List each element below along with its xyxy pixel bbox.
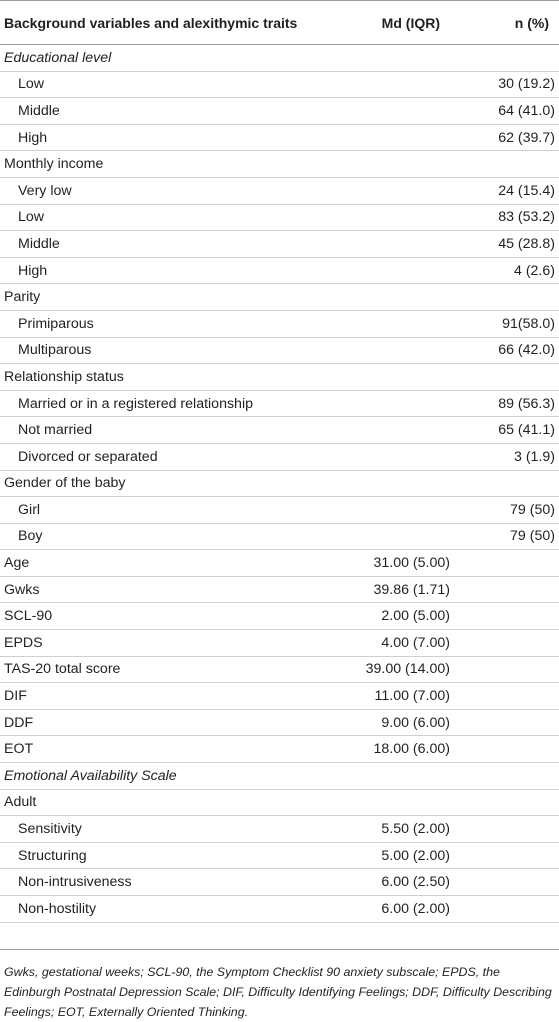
row-label: Primiparous	[18, 315, 94, 332]
table-row: DDF 9.00 (6.00)	[0, 710, 559, 737]
table-row: Non-intrusiveness 6.00 (2.50)	[0, 869, 559, 896]
row-label: DDF	[4, 714, 34, 731]
row-md-iqr: 6.00 (2.00)	[381, 900, 450, 917]
header-n-percent: n (%)	[514, 14, 549, 31]
table-row: Low 83 (53.2)	[0, 205, 559, 232]
table-header: Background variables and alexithymic tra…	[0, 0, 559, 45]
header-variables: Background variables and alexithymic tra…	[4, 14, 298, 31]
row-n-percent: 65 (41.1)	[498, 422, 555, 439]
table-row: Boy 79 (50)	[0, 524, 559, 551]
row-label: Parity	[4, 289, 41, 306]
row-label: Very low	[18, 182, 72, 199]
table-row: Emotional Availability Scale	[0, 763, 559, 790]
table-row: Primiparous 91(58.0)	[0, 311, 559, 338]
table-row: Middle 45 (28.8)	[0, 231, 559, 258]
row-label: Girl	[18, 501, 41, 518]
table-row: Parity	[0, 284, 559, 311]
row-n-percent: 83 (53.2)	[498, 209, 555, 226]
table-row: Relationship status	[0, 364, 559, 391]
row-label: Educational level	[4, 49, 112, 66]
table-row: Low 30 (19.2)	[0, 72, 559, 99]
table-row: Monthly income	[0, 151, 559, 178]
table-row: High 62 (39.7)	[0, 125, 559, 152]
row-md-iqr: 2.00 (5.00)	[381, 608, 450, 625]
row-n-percent: 89 (56.3)	[498, 395, 555, 412]
row-n-percent: 3 (1.9)	[513, 448, 555, 465]
table-row: Sensitivity 5.50 (2.00)	[0, 816, 559, 843]
row-label: Low	[18, 76, 45, 93]
row-label: Multiparous	[18, 342, 92, 359]
table-row: Girl 79 (50)	[0, 497, 559, 524]
row-n-percent: 79 (50)	[510, 501, 555, 518]
table-row: TAS-20 total score 39.00 (14.00)	[0, 657, 559, 684]
table-row: Educational level	[0, 45, 559, 72]
row-n-percent: 24 (15.4)	[498, 182, 555, 199]
table-footnote: Gwks, gestational weeks; SCL-90, the Sym…	[0, 948, 559, 1022]
table-body: Educational level Low 30 (19.2) Middle 64 (4…	[0, 45, 559, 923]
row-label: Low	[18, 209, 45, 226]
table-row: EPDS 4.00 (7.00)	[0, 630, 559, 657]
table-row: SCL-90 2.00 (5.00)	[0, 603, 559, 631]
table-row: Not married 65 (41.1)	[0, 417, 559, 444]
row-label: High	[18, 262, 48, 279]
row-md-iqr: 4.00 (7.00)	[381, 634, 450, 651]
table-row: Divorced or separated 3 (1.9)	[0, 444, 559, 471]
row-label: DIF	[4, 688, 27, 705]
row-md-iqr: 6.00 (2.50)	[381, 874, 450, 891]
table-row: Age 31.00 (5.00)	[0, 550, 559, 577]
row-label: Non-hostility	[18, 900, 97, 917]
row-label: SCL-90	[4, 608, 53, 625]
table-row: Multiparous 66 (42.0)	[0, 338, 559, 365]
row-md-iqr: 9.00 (6.00)	[381, 714, 450, 731]
row-label: Adult	[4, 794, 37, 811]
table-row: Middle 64 (41.0)	[0, 98, 559, 125]
table-row: Non-hostility 6.00 (2.00)	[0, 896, 559, 923]
row-md-iqr: 39.86 (1.71)	[373, 581, 450, 598]
table-row: Gender of the baby	[0, 471, 559, 498]
row-label: Age	[4, 555, 30, 572]
table-row: High 4 (2.6)	[0, 258, 559, 285]
row-label: Boy	[18, 528, 43, 545]
row-md-iqr: 39.00 (14.00)	[365, 661, 450, 678]
row-n-percent: 91(58.0)	[502, 315, 555, 332]
row-n-percent: 30 (19.2)	[498, 76, 555, 93]
row-md-iqr: 31.00 (5.00)	[373, 555, 450, 572]
header-md-iqr: Md (IQR)	[381, 14, 440, 31]
table-row: Married or in a registered relationship 8…	[0, 391, 559, 418]
row-label: Emotional Availability Scale	[4, 767, 177, 784]
row-label: Monthly income	[4, 156, 104, 173]
row-label: TAS-20 total score	[4, 661, 121, 678]
table-row: Very low 24 (15.4)	[0, 178, 559, 205]
row-md-iqr: 11.00 (7.00)	[374, 688, 450, 705]
table-row: Structuring 5.00 (2.00)	[0, 843, 559, 870]
row-label: EPDS	[4, 634, 43, 651]
row-label: Middle	[18, 235, 60, 252]
row-n-percent: 45 (28.8)	[498, 235, 555, 252]
row-n-percent: 64 (41.0)	[498, 102, 555, 119]
row-label: Sensitivity	[18, 821, 82, 838]
row-label: Not married	[18, 422, 93, 439]
row-label: Non-intrusiveness	[18, 874, 132, 891]
row-n-percent: 79 (50)	[510, 528, 555, 545]
table-row: EOT 18.00 (6.00)	[0, 736, 559, 764]
row-label: Gwks	[4, 581, 40, 598]
row-label: Structuring	[18, 847, 87, 864]
row-md-iqr: 18.00 (6.00)	[373, 741, 450, 758]
row-md-iqr: 5.50 (2.00)	[381, 821, 450, 838]
row-label: High	[18, 129, 48, 146]
row-label: Middle	[18, 102, 60, 119]
row-label: Relationship status	[4, 368, 124, 385]
row-label: EOT	[4, 741, 34, 758]
row-label: Married or in a registered relationship	[18, 395, 253, 412]
row-label: Divorced or separated	[18, 448, 158, 465]
row-md-iqr: 5.00 (2.00)	[381, 847, 450, 864]
table-row: Gwks 39.86 (1.71)	[0, 577, 559, 604]
row-n-percent: 66 (42.0)	[498, 342, 555, 359]
table-row: Adult	[0, 790, 559, 817]
row-n-percent: 62 (39.7)	[498, 129, 555, 146]
row-n-percent: 4 (2.6)	[513, 262, 555, 279]
row-label: Gender of the baby	[4, 475, 126, 492]
table-row: DIF 11.00 (7.00)	[0, 683, 559, 710]
